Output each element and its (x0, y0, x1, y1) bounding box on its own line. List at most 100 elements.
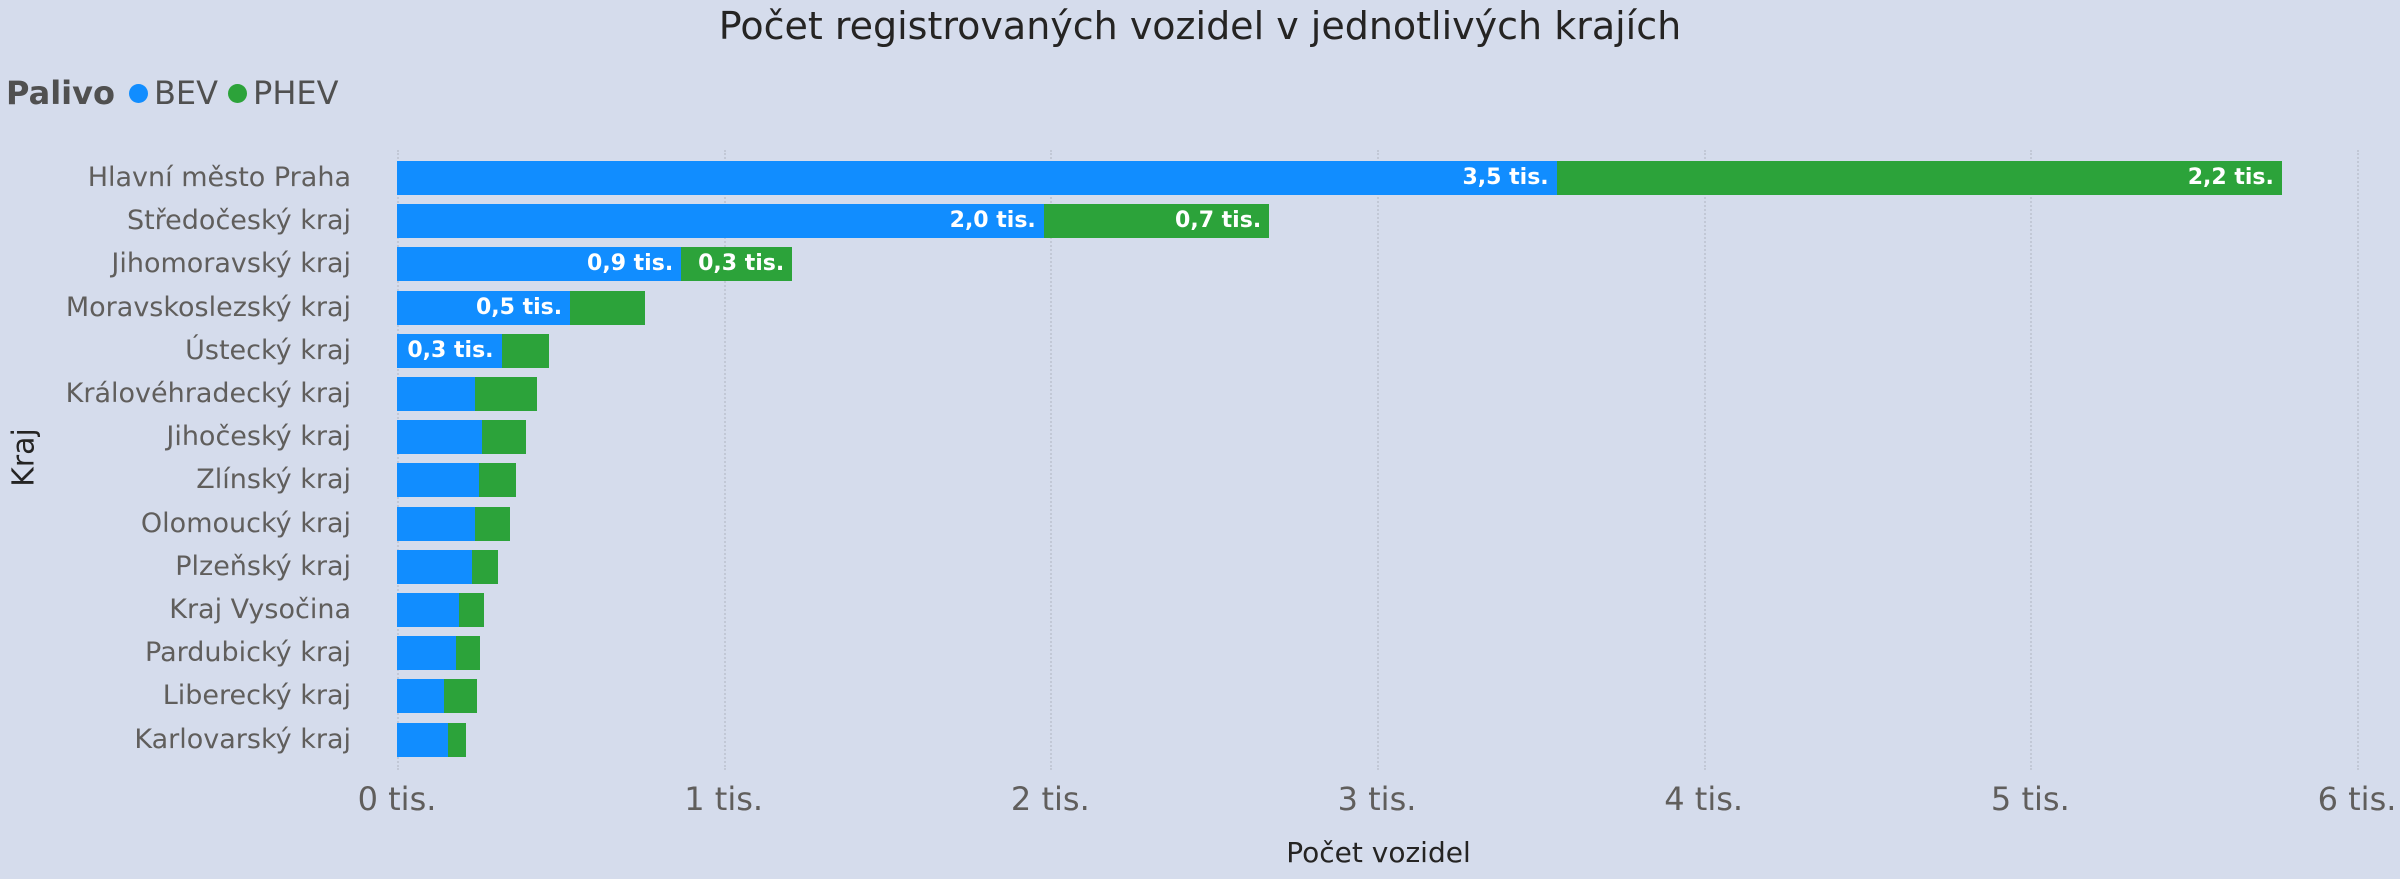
gridline (397, 150, 399, 770)
legend-item-phev[interactable]: PHEV (228, 74, 339, 112)
data-label: 2,2 tis. (2187, 165, 2274, 190)
x-tick-label: 0 tis. (357, 780, 437, 818)
x-tick-label: 6 tis. (2317, 780, 2397, 818)
bar-row: Olomoucký kraj (0, 506, 2357, 541)
category-label: Olomoucký kraj (140, 507, 351, 539)
bar-segment-bev[interactable] (397, 549, 473, 584)
bar-row: Jihomoravský kraj 0,9 tis. 0,3 tis. (0, 247, 2357, 282)
bar-row: Kraj Vysočina (0, 593, 2357, 627)
bar-row: Moravskoslezský kraj 0,5 tis. (0, 290, 2357, 325)
bar-row: Karlovarský kraj (0, 722, 2357, 757)
bar-segment-phev[interactable] (481, 420, 527, 455)
category-label: Jihomoravský kraj (111, 248, 351, 280)
bar-row: Plzeňský kraj (0, 549, 2357, 584)
bar-segment-phev[interactable] (570, 290, 646, 325)
bar-segment-phev[interactable] (455, 636, 481, 671)
bar-segment-phev[interactable] (472, 549, 499, 584)
bar-row: Jihočeský kraj (0, 420, 2357, 455)
stacked-bar (397, 679, 478, 714)
legend-item-bev[interactable]: BEV (128, 74, 219, 112)
gridline (2030, 150, 2033, 770)
stacked-bar (397, 593, 484, 627)
bar-row: Liberecký kraj (0, 679, 2357, 714)
bar-segment-phev[interactable]: 0,3 tis. (681, 247, 793, 282)
gridline (1050, 150, 1053, 770)
x-tick-label: 1 tis. (684, 780, 764, 818)
bar-row: Středočeský kraj 2,0 tis. 0,7 tis. (0, 204, 2357, 239)
legend-label: PHEV (253, 74, 339, 112)
bar-segment-bev[interactable]: 3,5 tis. (397, 161, 1557, 195)
bar-segment-phev[interactable] (475, 377, 538, 411)
stacked-bar: 3,5 tis. 2,2 tis. (397, 161, 2282, 195)
bar-segment-phev[interactable] (478, 463, 517, 498)
legend-title: Palivo (6, 74, 115, 112)
stacked-bar (397, 506, 510, 541)
data-label: 3,5 tis. (1462, 165, 1549, 190)
x-tick-label: 4 tis. (1664, 780, 1744, 818)
bar-segment-bev[interactable] (397, 463, 479, 498)
category-label: Jihočeský kraj (166, 421, 351, 453)
bar-row: Zlínský kraj (0, 463, 2357, 498)
bar-row: Královéhradecký kraj (0, 377, 2357, 411)
plot-area: Hlavní město Praha 3,5 tis. 2,2 tis. Středo… (66, 150, 2359, 770)
x-tick-label: 2 tis. (1010, 780, 1090, 818)
category-label: Liberecký kraj (162, 680, 351, 712)
bar-segment-phev[interactable] (447, 722, 466, 757)
bar-segment-phev[interactable] (459, 593, 484, 627)
bar-segment-bev[interactable]: 0,5 tis. (397, 290, 571, 325)
data-label: 0,3 tis. (698, 251, 785, 277)
bar-segment-phev[interactable] (475, 506, 510, 541)
category-label: Karlovarský kraj (134, 723, 351, 755)
bev-dot-icon (128, 83, 148, 103)
x-axis-title: Počet vozidel (1286, 836, 1471, 869)
stacked-bar: 0,3 tis. (397, 333, 549, 368)
legend: Palivo BEV PHEV (6, 74, 349, 112)
stacked-bar (397, 636, 481, 671)
category-label: Královéhradecký kraj (65, 378, 351, 409)
gridline (723, 150, 726, 770)
stacked-bar: 0,5 tis. (397, 290, 646, 325)
category-label: Kraj Vysočina (169, 594, 351, 625)
category-label: Hlavní město Praha (87, 162, 351, 193)
category-label: Středočeský kraj (126, 205, 351, 237)
legend-label: BEV (153, 74, 219, 112)
bar-segment-bev[interactable] (397, 377, 476, 411)
bar-segment-bev[interactable]: 0,9 tis. (397, 247, 682, 282)
bar-segment-bev[interactable] (397, 593, 460, 627)
bar-segment-bev[interactable] (397, 420, 482, 455)
bar-segment-phev[interactable] (444, 679, 478, 714)
bar-segment-bev[interactable] (397, 636, 456, 671)
bar-segment-phev[interactable] (501, 333, 549, 368)
data-label: 0,9 tis. (587, 251, 674, 277)
data-label: 0,7 tis. (1175, 208, 1262, 234)
data-label: 0,3 tis. (407, 337, 494, 363)
stacked-bar (397, 420, 527, 455)
bar-segment-bev[interactable] (397, 679, 445, 714)
category-label: Ústecký kraj (185, 334, 351, 366)
bar-segment-bev[interactable] (397, 722, 448, 757)
data-label: 2,0 tis. (949, 208, 1036, 234)
gridline (1377, 150, 1379, 770)
x-tick-label: 3 tis. (1337, 780, 1417, 818)
bar-row: Pardubický kraj (0, 636, 2357, 671)
bar-segment-bev[interactable]: 2,0 tis. (397, 204, 1044, 239)
chart-title: Počet registrovaných vozidel v jednotliv… (718, 4, 1682, 48)
bar-segment-bev[interactable] (397, 506, 476, 541)
bar-row: Hlavní město Praha 3,5 tis. 2,2 tis. (0, 161, 2357, 195)
category-label: Pardubický kraj (145, 637, 351, 669)
bar-segment-phev[interactable]: 0,7 tis. (1043, 204, 1270, 239)
bar-segment-bev[interactable]: 0,3 tis. (397, 333, 502, 368)
stacked-bar (397, 722, 466, 757)
gridline (1703, 150, 1706, 770)
x-tick-label: 5 tis. (1990, 780, 2070, 818)
stacked-bar (397, 377, 538, 411)
bar-segment-phev[interactable]: 2,2 tis. (1556, 161, 2282, 195)
stacked-bar (397, 549, 499, 584)
category-label: Zlínský kraj (196, 464, 351, 496)
gridline (2357, 150, 2359, 770)
category-label: Plzeňský kraj (175, 550, 351, 582)
stacked-bar: 0,9 tis. 0,3 tis. (397, 247, 793, 282)
data-label: 0,5 tis. (475, 294, 563, 320)
category-label: Moravskoslezský kraj (65, 291, 351, 323)
stacked-bar (397, 463, 517, 498)
